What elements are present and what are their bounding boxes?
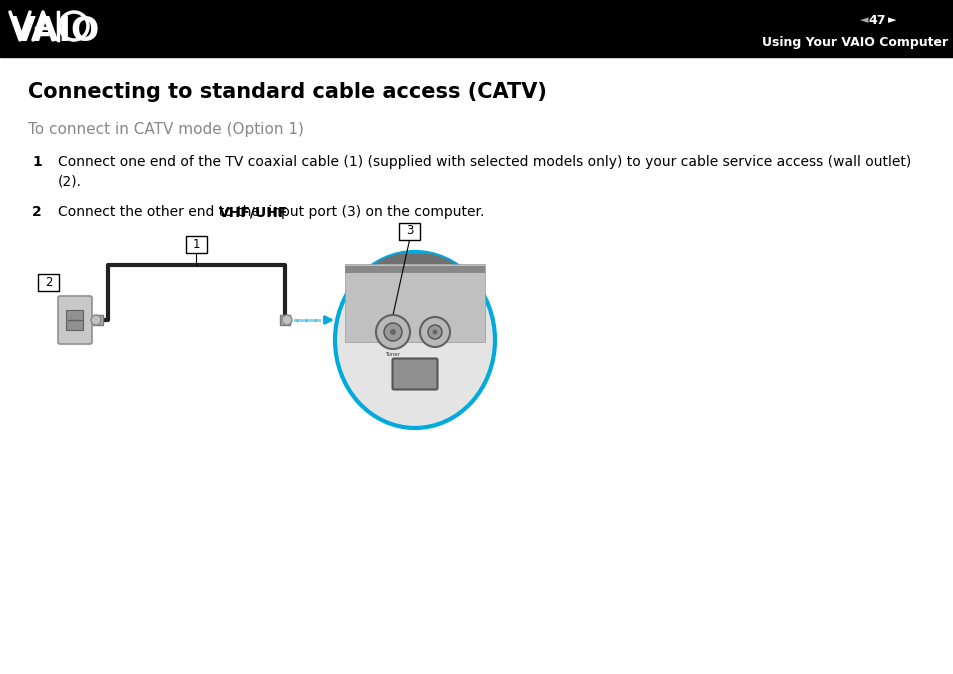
Circle shape <box>390 329 395 335</box>
Circle shape <box>419 317 450 347</box>
Circle shape <box>432 330 437 334</box>
Text: 47: 47 <box>867 14 884 27</box>
FancyBboxPatch shape <box>58 296 91 344</box>
Text: VHF/UHF: VHF/UHF <box>219 205 288 219</box>
Text: To connect in CATV mode (Option 1): To connect in CATV mode (Option 1) <box>28 122 304 137</box>
Text: ►: ► <box>887 16 895 26</box>
Text: Connect the other end to the: Connect the other end to the <box>58 205 264 219</box>
FancyBboxPatch shape <box>392 359 437 390</box>
Text: Connecting to standard cable access (CATV): Connecting to standard cable access (CAT… <box>28 82 546 102</box>
Ellipse shape <box>335 252 495 428</box>
Circle shape <box>282 315 292 325</box>
Bar <box>345 266 484 273</box>
Text: ◄: ◄ <box>859 16 867 26</box>
Bar <box>345 264 484 342</box>
Text: 2: 2 <box>45 276 52 288</box>
FancyBboxPatch shape <box>38 274 59 290</box>
Circle shape <box>375 315 410 349</box>
Bar <box>92 315 103 325</box>
Text: Connect one end of the TV coaxial cable (1) (supplied with selected models only): Connect one end of the TV coaxial cable … <box>58 155 910 189</box>
Text: input port (3) on the computer.: input port (3) on the computer. <box>263 205 483 219</box>
Text: VAIO: VAIO <box>10 16 100 49</box>
Text: Tuner: Tuner <box>385 352 400 357</box>
FancyBboxPatch shape <box>186 235 207 253</box>
Circle shape <box>384 323 401 341</box>
Text: 1: 1 <box>193 237 200 251</box>
Circle shape <box>91 315 101 325</box>
Text: 3: 3 <box>406 224 414 237</box>
Bar <box>0 0 953 57</box>
Text: Using Your VAIO Computer: Using Your VAIO Computer <box>761 36 947 49</box>
Text: 1: 1 <box>32 155 42 169</box>
Bar <box>66 310 83 330</box>
Text: 2: 2 <box>32 205 42 219</box>
Circle shape <box>428 325 441 339</box>
Bar <box>280 315 290 325</box>
FancyBboxPatch shape <box>399 222 420 239</box>
Bar <box>345 254 484 264</box>
